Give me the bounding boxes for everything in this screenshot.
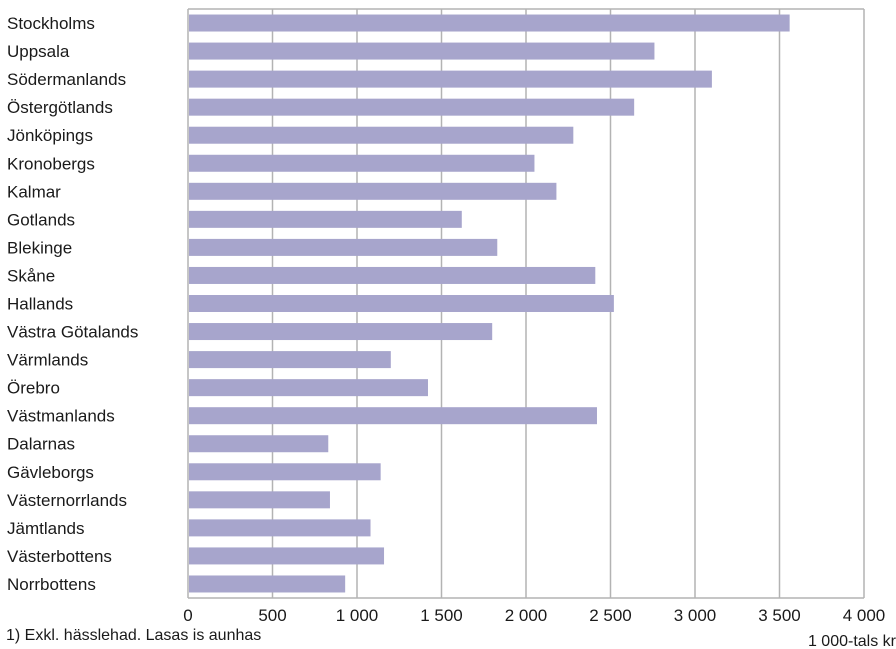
- bar: [189, 435, 329, 453]
- bar: [189, 547, 385, 565]
- x-tick-label: 1 000: [336, 606, 379, 625]
- category-label: Uppsala: [7, 42, 70, 61]
- footnote: 1) Exkl. hässlehad. Lasas is aunhas: [6, 627, 261, 644]
- x-tick-label: 3 500: [758, 606, 801, 625]
- category-label: Västerbottens: [7, 547, 112, 566]
- category-label: Västra Götalands: [7, 323, 138, 342]
- category-label: Värmlands: [7, 351, 88, 370]
- bar-layer: [189, 14, 790, 593]
- bar: [189, 210, 462, 228]
- category-label: Örebro: [7, 379, 60, 398]
- bar: [189, 575, 346, 593]
- category-label: Kronobergs: [7, 154, 95, 173]
- x-axis-unit-label: 1 000-tals kr: [808, 633, 896, 649]
- x-tick-label: 4 000: [843, 606, 886, 625]
- bar: [189, 491, 330, 509]
- category-label: Blekinge: [7, 238, 72, 257]
- category-label: Jönköpings: [7, 126, 93, 145]
- bar: [189, 407, 597, 425]
- category-labels: Stockholms Uppsala Södermanlands Östergötla…: [7, 14, 138, 594]
- category-label: Stockholms: [7, 14, 95, 33]
- x-tick-label: 1 500: [420, 606, 463, 625]
- category-label: Östergötlands: [7, 98, 113, 117]
- bar: [189, 98, 635, 116]
- x-tick-label: 0: [183, 606, 192, 625]
- tick-labels: 0 500 1 000 1 500 2 000 2 500 3 000 3 500 4 000: [183, 606, 885, 625]
- bar: [189, 238, 498, 256]
- category-label: Västmanlands: [7, 407, 115, 426]
- x-tick-label: 3 000: [674, 606, 717, 625]
- bar: [189, 379, 428, 397]
- category-label: Västernorrlands: [7, 491, 127, 510]
- category-label: Norrbottens: [7, 575, 96, 594]
- category-label: Kalmar: [7, 182, 61, 201]
- bar: [189, 14, 790, 32]
- x-tick-label: 2 500: [589, 606, 632, 625]
- x-tick-label: 500: [258, 606, 286, 625]
- bar: [189, 266, 596, 284]
- category-label: Södermanlands: [7, 70, 126, 89]
- bar: [189, 351, 391, 369]
- category-label: Hallands: [7, 295, 73, 314]
- bar: [189, 70, 712, 88]
- bar: [189, 295, 614, 312]
- category-label: Jämtlands: [7, 519, 84, 538]
- bar: [189, 182, 557, 200]
- bar: [189, 519, 371, 537]
- bar: [189, 323, 493, 341]
- bar: [189, 154, 535, 172]
- x-tick-label: 2 000: [505, 606, 548, 625]
- bar: [189, 42, 655, 60]
- bar: [189, 126, 574, 144]
- category-label: Skåne: [7, 266, 55, 285]
- bar: [189, 463, 381, 481]
- category-label: Gävleborgs: [7, 463, 94, 482]
- category-label: Dalarnas: [7, 435, 75, 454]
- category-label: Gotlands: [7, 210, 75, 229]
